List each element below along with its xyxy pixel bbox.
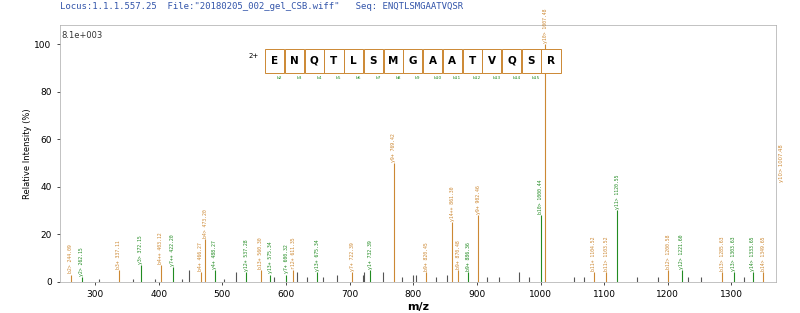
FancyBboxPatch shape — [266, 49, 284, 73]
FancyBboxPatch shape — [344, 49, 363, 73]
Text: b13> 1285.63: b13> 1285.63 — [720, 237, 725, 271]
Text: R: R — [547, 56, 555, 66]
Text: b2> 244.09: b2> 244.09 — [68, 245, 74, 273]
Text: y7+ 722.39: y7+ 722.39 — [350, 242, 355, 271]
X-axis label: m/z: m/z — [407, 302, 429, 312]
Text: y2> 262.15: y2> 262.15 — [79, 247, 84, 276]
Text: b13: b13 — [493, 76, 501, 80]
Text: b11> 1103.52: b11> 1103.52 — [604, 237, 609, 271]
Text: y3> 372.15: y3> 372.15 — [138, 235, 143, 264]
Text: b9+ 820.45: b9+ 820.45 — [424, 242, 429, 271]
Text: b11: b11 — [453, 76, 462, 80]
Text: A: A — [429, 56, 437, 66]
Text: L: L — [350, 56, 357, 66]
FancyBboxPatch shape — [443, 49, 462, 73]
Text: y7++ 422.20: y7++ 422.20 — [170, 235, 175, 266]
Text: b8: b8 — [395, 76, 401, 80]
Text: b3: b3 — [297, 76, 302, 80]
FancyBboxPatch shape — [364, 49, 383, 73]
Text: y13> 1303.63: y13> 1303.63 — [731, 237, 736, 271]
Y-axis label: Relative Intensity (%): Relative Intensity (%) — [22, 108, 32, 199]
FancyBboxPatch shape — [403, 49, 422, 73]
Text: Q: Q — [310, 56, 318, 66]
Text: y13+ 675.34: y13+ 675.34 — [315, 239, 320, 271]
Text: y9+ 902.46: y9+ 902.46 — [476, 185, 481, 214]
Text: b9+ 870.48: b9+ 870.48 — [455, 240, 461, 269]
Text: b10> 1000.44: b10> 1000.44 — [538, 179, 543, 214]
Text: b14: b14 — [512, 76, 521, 80]
Text: r12+ 611.35: r12+ 611.35 — [290, 237, 296, 269]
Text: b7: b7 — [375, 76, 381, 80]
Text: y13+ 575.34: y13+ 575.34 — [268, 242, 273, 273]
Text: N: N — [290, 56, 299, 66]
FancyBboxPatch shape — [522, 49, 541, 73]
Text: y11> 1120.55: y11> 1120.55 — [614, 175, 620, 209]
Text: T: T — [330, 56, 338, 66]
FancyBboxPatch shape — [542, 49, 561, 73]
Text: y14++ 861.30: y14++ 861.30 — [450, 187, 455, 221]
FancyBboxPatch shape — [482, 49, 502, 73]
Text: T: T — [469, 56, 476, 66]
FancyBboxPatch shape — [285, 49, 304, 73]
Text: y12+ 537.28: y12+ 537.28 — [243, 239, 249, 271]
Text: b14> 1349.65: b14> 1349.65 — [761, 237, 766, 271]
FancyBboxPatch shape — [502, 49, 521, 73]
Text: M: M — [388, 56, 398, 66]
Text: V: V — [488, 56, 496, 66]
Text: y12> 1221.60: y12> 1221.60 — [679, 234, 684, 269]
Text: S: S — [370, 56, 377, 66]
Text: b12> 1200.58: b12> 1200.58 — [666, 234, 670, 269]
Text: y1+ 732.39: y1+ 732.39 — [368, 240, 373, 269]
Text: y9+ 769.42: y9+ 769.42 — [391, 133, 396, 162]
Text: b4> 473.20: b4> 473.20 — [202, 209, 208, 238]
Text: Q: Q — [507, 56, 516, 66]
Text: b9+ 886.36: b9+ 886.36 — [466, 242, 470, 271]
Text: b4++ 403.12: b4++ 403.12 — [158, 232, 163, 264]
Text: y10> 1007.48: y10> 1007.48 — [779, 144, 784, 182]
Text: G: G — [409, 56, 417, 66]
Text: E: E — [271, 56, 278, 66]
Text: b6: b6 — [356, 76, 362, 80]
FancyBboxPatch shape — [384, 49, 402, 73]
FancyBboxPatch shape — [325, 49, 343, 73]
FancyBboxPatch shape — [462, 49, 482, 73]
FancyBboxPatch shape — [305, 49, 324, 73]
Text: b2: b2 — [277, 76, 282, 80]
Text: b4: b4 — [316, 76, 322, 80]
Text: y14> 1333.65: y14> 1333.65 — [750, 237, 755, 271]
Text: b13+ 560.30: b13+ 560.30 — [258, 237, 263, 269]
Text: Locus:1.1.1.557.25  File:"20180205_002_gel_CSB.wiff"   Seq: ENQTLSMGAATVQSR: Locus:1.1.1.557.25 File:"20180205_002_ge… — [60, 2, 463, 11]
Text: y7+ 600.32: y7+ 600.32 — [284, 245, 289, 273]
FancyBboxPatch shape — [423, 49, 442, 73]
Text: 8.1e+003: 8.1e+003 — [62, 32, 102, 40]
Text: 2+: 2+ — [249, 53, 259, 59]
Text: A: A — [448, 56, 456, 66]
Text: b9: b9 — [415, 76, 421, 80]
Text: b10: b10 — [434, 76, 442, 80]
Text: b15: b15 — [532, 76, 540, 80]
Text: b11+ 1104.52: b11+ 1104.52 — [591, 237, 596, 271]
Text: y4+ 488.27: y4+ 488.27 — [212, 240, 218, 269]
Text: S: S — [527, 56, 535, 66]
Text: b3+ 337.11: b3+ 337.11 — [116, 240, 121, 269]
Text: b12: b12 — [473, 76, 481, 80]
Text: y10> 1007.48: y10> 1007.48 — [542, 8, 548, 43]
Text: b4+ 466.27: b4+ 466.27 — [198, 242, 203, 271]
Text: b5: b5 — [336, 76, 342, 80]
